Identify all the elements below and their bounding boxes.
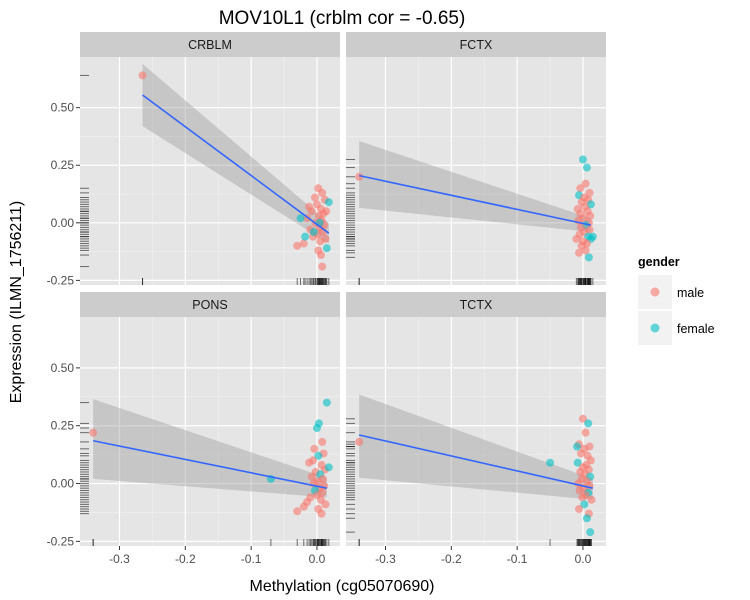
data-point-male: [572, 235, 580, 243]
data-point-male: [575, 505, 583, 513]
chart-title: MOV10L1 (crblm cor = -0.65): [219, 8, 466, 29]
data-point-male: [139, 71, 147, 79]
data-point-female: [583, 514, 591, 522]
data-point-male: [305, 459, 313, 467]
data-point-male: [300, 503, 308, 511]
legend-label-male: male: [677, 286, 704, 300]
data-point-female: [583, 164, 591, 172]
y-tick-label: -0.25: [47, 534, 75, 548]
data-point-female: [297, 214, 305, 222]
legend-swatch-female: [651, 324, 660, 333]
data-point-male: [575, 249, 583, 257]
panel-pons: PONS: [80, 292, 340, 546]
x-tick-label: -0.3: [109, 552, 130, 566]
data-point-female: [323, 244, 331, 252]
data-point-male: [305, 203, 313, 211]
legend-swatch-male: [651, 288, 660, 297]
x-tick-label: 0.0: [309, 552, 326, 566]
y-tick-label: 0.25: [51, 158, 75, 172]
data-point-female: [586, 528, 594, 536]
data-point-female: [313, 424, 321, 432]
x-tick-label: -0.2: [175, 552, 196, 566]
data-point-female: [301, 233, 309, 241]
x-tick-label: 0.0: [575, 552, 592, 566]
data-point-male: [89, 429, 97, 437]
y-tick-label: -0.25: [47, 273, 75, 287]
data-point-female: [325, 198, 333, 206]
x-axis-title: Methylation (cg05070690): [249, 578, 434, 595]
panel-fctx: FCTX: [346, 32, 606, 285]
data-point-male: [318, 438, 326, 446]
data-point-male: [588, 496, 596, 504]
data-point-male: [578, 493, 586, 501]
data-point-male: [318, 263, 326, 271]
data-point-male: [310, 445, 318, 453]
data-point-male: [316, 237, 324, 245]
y-tick-label: 0.00: [51, 216, 75, 230]
data-point-male: [322, 207, 330, 215]
y-tick-label: 0.25: [51, 419, 75, 433]
data-point-male: [311, 193, 319, 201]
data-point-male: [318, 510, 326, 518]
data-point-female: [546, 459, 554, 467]
strip-label-fctx: FCTX: [460, 38, 493, 52]
data-point-female: [325, 463, 333, 471]
data-point-male: [318, 189, 326, 197]
y-tick-label: 0.50: [51, 361, 75, 375]
data-point-male: [293, 242, 301, 250]
data-point-male: [576, 184, 584, 192]
legend-label-female: female: [677, 322, 715, 336]
x-tick-label: -0.2: [441, 552, 462, 566]
y-axis-title: Expression (ILMN_1756211): [8, 201, 25, 403]
data-point-male: [317, 251, 325, 259]
y-tick-label: 0.50: [51, 101, 75, 115]
data-point-female: [573, 443, 581, 451]
data-point-male: [355, 438, 363, 446]
data-point-female: [323, 399, 331, 407]
x-tick-label: -0.3: [375, 552, 396, 566]
data-point-female: [310, 228, 318, 236]
strip-label-pons: PONS: [192, 298, 227, 312]
x-tick-label: -0.1: [241, 552, 262, 566]
data-point-male: [293, 507, 301, 515]
panel-crblm: CRBLM: [80, 32, 340, 285]
strip-label-crblm: CRBLM: [188, 38, 232, 52]
data-point-female: [589, 233, 597, 241]
data-point-female: [584, 419, 592, 427]
data-point-male: [322, 500, 330, 508]
legend-title: gender: [638, 255, 680, 269]
strip-label-tctx: TCTX: [460, 298, 493, 312]
data-point-female: [585, 253, 593, 261]
panel-tctx: TCTX: [346, 292, 606, 546]
x-tick-label: -0.1: [507, 552, 528, 566]
y-tick-label: 0.00: [51, 477, 75, 491]
data-point-male: [582, 429, 590, 437]
data-point-female: [579, 155, 587, 163]
